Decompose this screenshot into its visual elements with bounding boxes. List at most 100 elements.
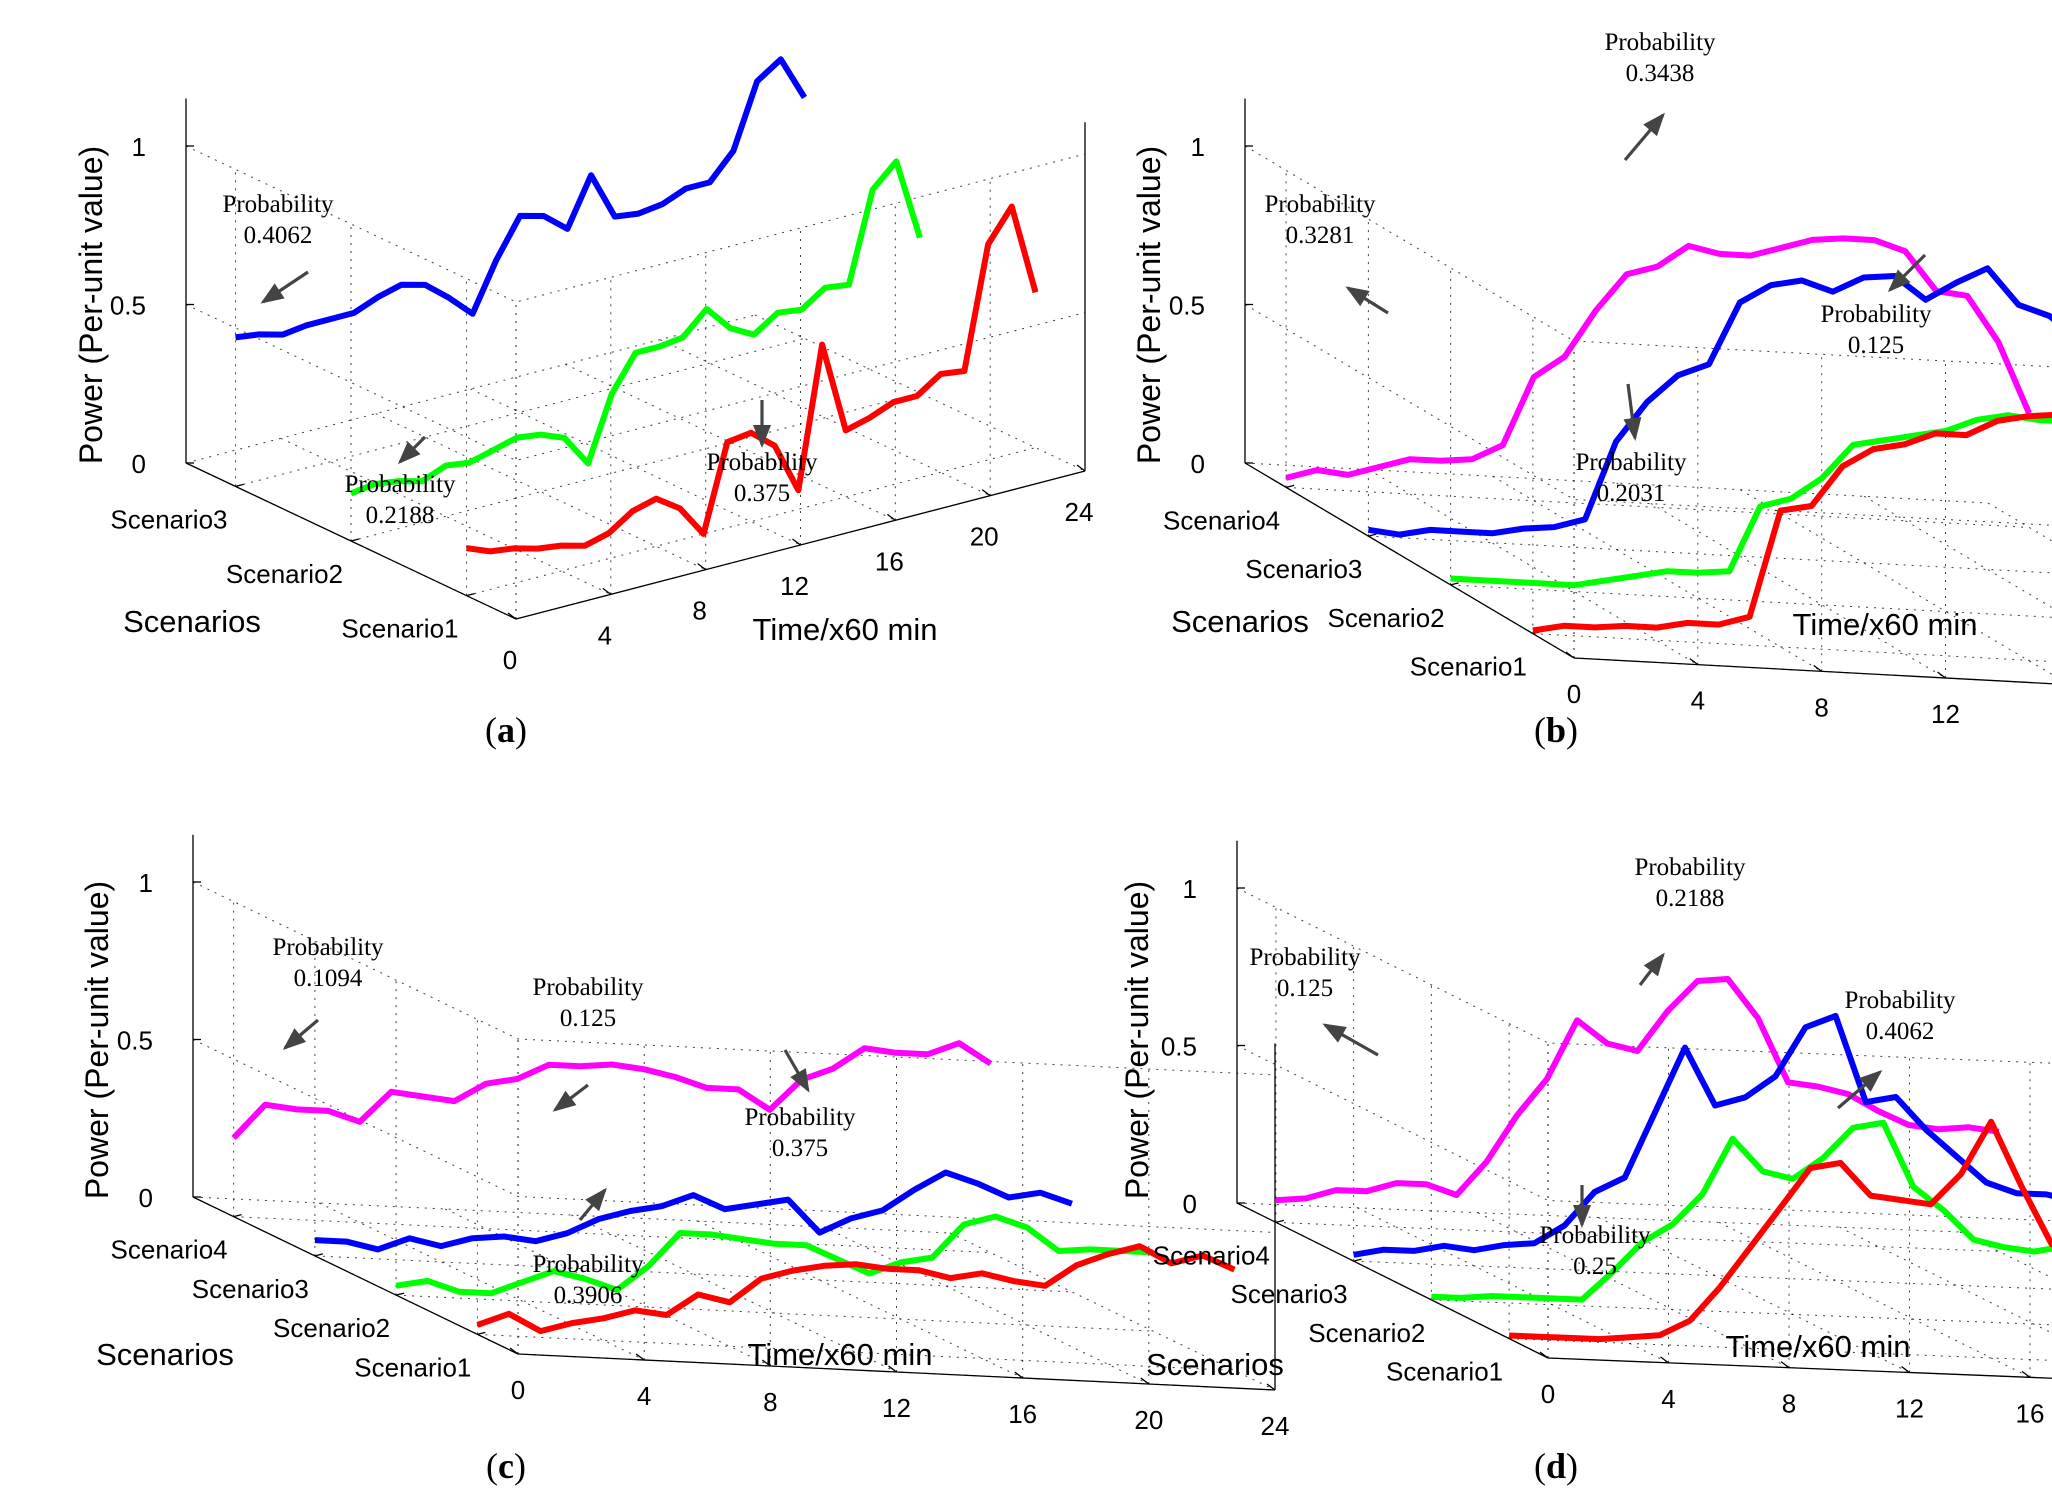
scenario-tick-mark <box>235 483 244 488</box>
scenario-tick-mark <box>395 1292 405 1296</box>
probability-label: Probability <box>706 449 818 476</box>
scenario-tick-label: Scenario1 <box>1386 1357 1503 1387</box>
probability-label: Probability <box>532 974 644 1001</box>
time-tick-label: 8 <box>763 1387 777 1417</box>
panel-label-letter: d <box>1546 1446 1566 1486</box>
y-tick-label: 1 <box>1183 874 1197 904</box>
grid-line <box>1244 145 2052 368</box>
time-tick-mark <box>792 538 801 546</box>
time-tick-mark <box>981 489 991 497</box>
grid-line <box>1718 1221 2031 1378</box>
time-tick-label: 20 <box>970 522 999 552</box>
panel-label-open: ( <box>1534 1446 1546 1486</box>
scenario-tick-label: Scenario4 <box>1153 1240 1270 1270</box>
series-line-scenario2 <box>349 158 923 497</box>
y-axis-label: Power (Per-unit value) <box>79 881 115 1199</box>
probability-value: 0.1094 <box>294 965 363 992</box>
panel-label-close: ) <box>514 1446 526 1486</box>
probability-label: Probability <box>272 934 384 961</box>
time-tick-label: 8 <box>692 596 706 626</box>
panel-label: (c) <box>486 1446 526 1486</box>
probability-label: Probability <box>222 191 334 218</box>
series-line-scenario2 <box>1450 412 2052 589</box>
series-line-scenario1 <box>1532 412 2052 634</box>
scenario-axis <box>192 1196 519 1355</box>
time-tick-label: 16 <box>875 546 904 576</box>
time-tick-mark <box>1937 671 1946 679</box>
panel-label: (d) <box>1534 1446 1578 1486</box>
scenario-tick-mark <box>477 1331 486 1336</box>
grid-line <box>659 339 991 497</box>
probability-label: Probability <box>532 1251 644 1278</box>
series-line-scenario1 <box>466 203 1039 555</box>
probability-arrow-head <box>552 1090 577 1112</box>
time-axis-label: Time/x60 min <box>753 612 938 647</box>
probability-label: Probability <box>1575 449 1687 476</box>
probability-value: 0.375 <box>772 1135 828 1162</box>
probability-label: Probability <box>1539 1222 1651 1249</box>
series-line-scenario1 <box>1508 1118 2052 1343</box>
y-tick-label: 0.5 <box>117 1026 153 1056</box>
time-tick-label: 4 <box>1691 686 1705 716</box>
panel-label-letter: a <box>497 710 515 750</box>
time-tick-label: 16 <box>1008 1399 1037 1429</box>
series-line-scenario3 <box>314 1169 1073 1253</box>
y-tick-label: 1 <box>1191 132 1205 162</box>
grid-line <box>192 881 1276 1076</box>
scenario-tick-mark <box>1285 484 1295 489</box>
scenario-tick-label: Scenario3 <box>1245 554 1362 584</box>
scenario-tick-label: Scenario1 <box>1410 652 1527 682</box>
scenario-axis <box>1244 462 1575 659</box>
probability-label: Probability <box>1634 854 1746 881</box>
grid-line <box>1839 1226 2052 1334</box>
scenario-axis-label: Scenarios <box>96 1337 234 1372</box>
grid-line <box>280 437 612 595</box>
time-tick-label: 4 <box>598 620 612 650</box>
probability-arrow-head <box>260 283 285 304</box>
probability-arrow-head <box>753 425 771 448</box>
scenario-tick-label: Scenario1 <box>341 614 458 644</box>
grid-line <box>1598 1217 1910 1373</box>
grid-line <box>233 1216 991 1254</box>
scenario-tick-label: Scenario2 <box>273 1313 390 1343</box>
time-tick-label: 4 <box>637 1381 651 1411</box>
time-tick-mark <box>1140 1377 1150 1385</box>
grid-line <box>1275 1221 1999 1252</box>
series-line-scenario1 <box>476 1243 1236 1335</box>
grid-line <box>1740 489 2052 676</box>
time-axis-label: Time/x60 min <box>1793 607 1978 642</box>
y-tick-label: 0.5 <box>110 291 146 321</box>
time-tick-mark <box>761 1359 771 1367</box>
time-tick-label: 8 <box>1814 692 1828 722</box>
grid-line <box>185 145 1086 303</box>
y-tick-label: 0.5 <box>1169 291 1205 321</box>
time-tick-mark <box>1076 464 1086 472</box>
probability-arrow-head <box>397 441 421 465</box>
grid-line <box>185 314 756 464</box>
panel-c: 0 0.5 1 0 4 8 12 16 20 24 Scenario1 Scenario2 Scenar… <box>79 834 1290 1486</box>
probability-arrow-head <box>1887 269 1911 293</box>
panel-label-close: ) <box>1566 710 1578 750</box>
series-line-scenario4 <box>1285 235 2032 481</box>
grid-line <box>1353 1260 2052 1290</box>
probability-value: 0.3438 <box>1626 60 1695 87</box>
time-axis-label: Time/x60 min <box>748 1337 933 1372</box>
scenario-axis-label: Scenarios <box>1146 1347 1284 1382</box>
time-tick-label: 12 <box>1895 1394 1924 1424</box>
time-tick-mark <box>1014 1371 1024 1379</box>
time-tick-label: 24 <box>1261 1411 1290 1441</box>
time-tick-mark <box>1565 651 1575 659</box>
grid-line <box>235 337 805 487</box>
panel-label-letter: b <box>1546 710 1566 750</box>
scenario-tick-mark <box>1368 533 1377 537</box>
grid-line <box>470 388 801 546</box>
time-tick-label: 0 <box>503 645 517 675</box>
scenario-axis-label: Scenarios <box>1171 604 1309 639</box>
panel-label-letter: c <box>498 1446 514 1486</box>
y-tick-label: 1 <box>139 868 153 898</box>
scenario-tick-mark <box>350 538 360 542</box>
probability-value: 0.3906 <box>554 1282 623 1309</box>
grid-line <box>1477 1212 1790 1369</box>
series-line-scenario2 <box>395 1213 1154 1297</box>
y-tick-label: 0 <box>1191 449 1205 479</box>
